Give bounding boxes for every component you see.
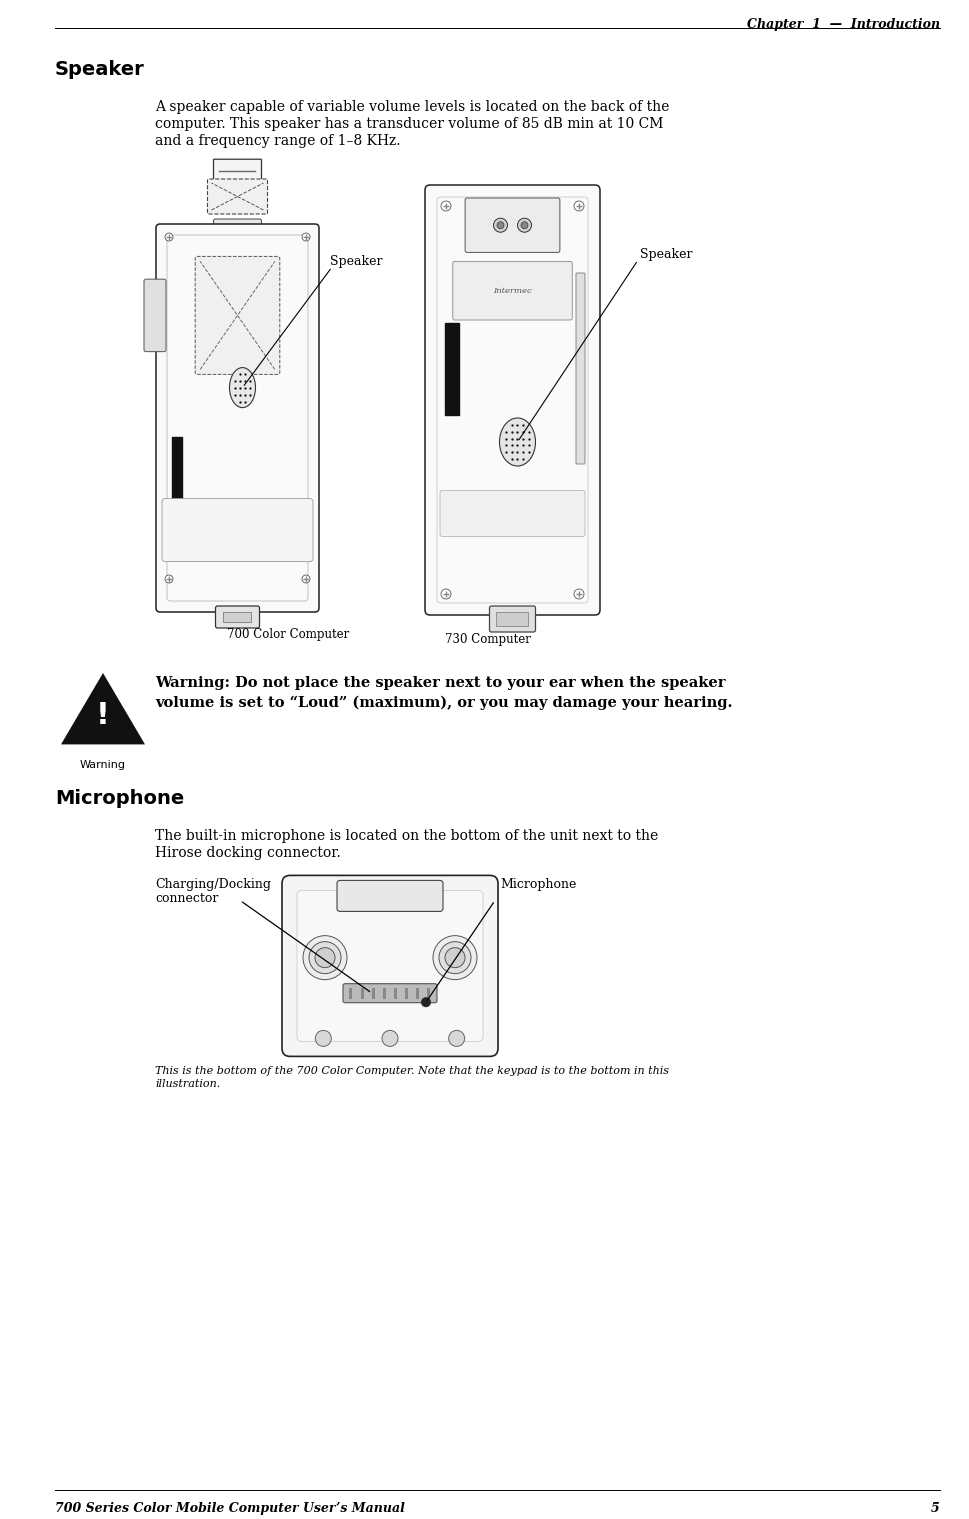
FancyBboxPatch shape bbox=[336, 881, 443, 911]
Circle shape bbox=[517, 219, 531, 232]
Ellipse shape bbox=[499, 418, 535, 466]
FancyBboxPatch shape bbox=[576, 273, 584, 463]
Circle shape bbox=[382, 1030, 397, 1047]
Circle shape bbox=[302, 936, 347, 980]
Text: Speaker: Speaker bbox=[640, 248, 692, 261]
Bar bbox=[445, 324, 458, 415]
Circle shape bbox=[441, 589, 451, 598]
FancyBboxPatch shape bbox=[297, 890, 483, 1042]
Text: Microphone: Microphone bbox=[499, 878, 576, 892]
Text: Speaker: Speaker bbox=[329, 255, 382, 267]
Circle shape bbox=[445, 948, 464, 968]
Text: volume is set to “Loud” (maximum), or you may damage your hearing.: volume is set to “Loud” (maximum), or yo… bbox=[155, 696, 732, 711]
FancyBboxPatch shape bbox=[424, 185, 600, 615]
Circle shape bbox=[439, 942, 471, 974]
Bar bbox=[223, 612, 251, 621]
Bar bbox=[416, 987, 419, 998]
Circle shape bbox=[574, 201, 583, 211]
FancyBboxPatch shape bbox=[282, 875, 497, 1056]
Circle shape bbox=[493, 219, 507, 232]
Bar bbox=[172, 437, 182, 513]
Bar bbox=[371, 987, 374, 998]
Bar bbox=[349, 987, 352, 998]
Text: 700 Series Color Mobile Computer User’s Manual: 700 Series Color Mobile Computer User’s … bbox=[55, 1502, 404, 1514]
Circle shape bbox=[315, 948, 334, 968]
FancyBboxPatch shape bbox=[156, 223, 319, 612]
Polygon shape bbox=[61, 673, 144, 744]
Text: Chapter  1  —  Introduction: Chapter 1 — Introduction bbox=[746, 18, 939, 30]
Circle shape bbox=[165, 576, 172, 583]
Text: 730 Computer: 730 Computer bbox=[445, 633, 530, 646]
FancyBboxPatch shape bbox=[465, 197, 559, 252]
Circle shape bbox=[520, 222, 527, 229]
Circle shape bbox=[432, 936, 477, 980]
Circle shape bbox=[574, 589, 583, 598]
Bar bbox=[360, 987, 363, 998]
Text: !: ! bbox=[96, 700, 109, 729]
Text: computer. This speaker has a transducer volume of 85 dB min at 10 CM: computer. This speaker has a transducer … bbox=[155, 117, 663, 131]
FancyBboxPatch shape bbox=[437, 197, 587, 603]
Text: The built-in microphone is located on the bottom of the unit next to the: The built-in microphone is located on th… bbox=[155, 829, 658, 843]
Circle shape bbox=[309, 942, 341, 974]
Circle shape bbox=[315, 1030, 331, 1047]
Bar bbox=[427, 987, 430, 998]
Bar bbox=[405, 987, 408, 998]
FancyBboxPatch shape bbox=[489, 606, 535, 632]
Circle shape bbox=[422, 998, 430, 1007]
Circle shape bbox=[449, 1030, 464, 1047]
FancyBboxPatch shape bbox=[195, 257, 279, 374]
Circle shape bbox=[496, 222, 504, 229]
FancyBboxPatch shape bbox=[143, 279, 166, 351]
Text: Speaker: Speaker bbox=[55, 59, 144, 79]
Text: Microphone: Microphone bbox=[55, 790, 184, 808]
Text: Charging/Docking: Charging/Docking bbox=[155, 878, 270, 892]
FancyBboxPatch shape bbox=[207, 179, 267, 214]
Text: and a frequency range of 1–8 KHz.: and a frequency range of 1–8 KHz. bbox=[155, 134, 400, 147]
Text: Intermec: Intermec bbox=[492, 287, 531, 295]
Text: illustration.: illustration. bbox=[155, 1080, 220, 1089]
Circle shape bbox=[301, 576, 310, 583]
Text: 5: 5 bbox=[930, 1502, 939, 1514]
Circle shape bbox=[301, 232, 310, 242]
FancyBboxPatch shape bbox=[167, 235, 308, 602]
FancyBboxPatch shape bbox=[440, 491, 584, 536]
Text: This is the bottom of the 700 Color Computer. Note that the keypad is to the bot: This is the bottom of the 700 Color Comp… bbox=[155, 1066, 669, 1077]
FancyBboxPatch shape bbox=[213, 219, 262, 243]
Text: Warning: Do not place the speaker next to your ear when the speaker: Warning: Do not place the speaker next t… bbox=[155, 676, 725, 690]
Text: 700 Color Computer: 700 Color Computer bbox=[228, 627, 350, 641]
Text: A speaker capable of variable volume levels is located on the back of the: A speaker capable of variable volume lev… bbox=[155, 100, 669, 114]
Circle shape bbox=[441, 201, 451, 211]
Bar bbox=[383, 987, 386, 998]
Bar bbox=[496, 612, 528, 626]
Ellipse shape bbox=[230, 368, 255, 407]
Circle shape bbox=[165, 232, 172, 242]
Text: connector: connector bbox=[155, 892, 218, 905]
Text: Hirose docking connector.: Hirose docking connector. bbox=[155, 846, 340, 860]
Text: Warning: Warning bbox=[79, 761, 126, 770]
FancyBboxPatch shape bbox=[162, 498, 313, 562]
FancyBboxPatch shape bbox=[343, 984, 437, 1003]
Bar bbox=[393, 987, 396, 998]
FancyBboxPatch shape bbox=[215, 606, 260, 627]
FancyBboxPatch shape bbox=[453, 261, 572, 321]
FancyBboxPatch shape bbox=[213, 159, 262, 181]
